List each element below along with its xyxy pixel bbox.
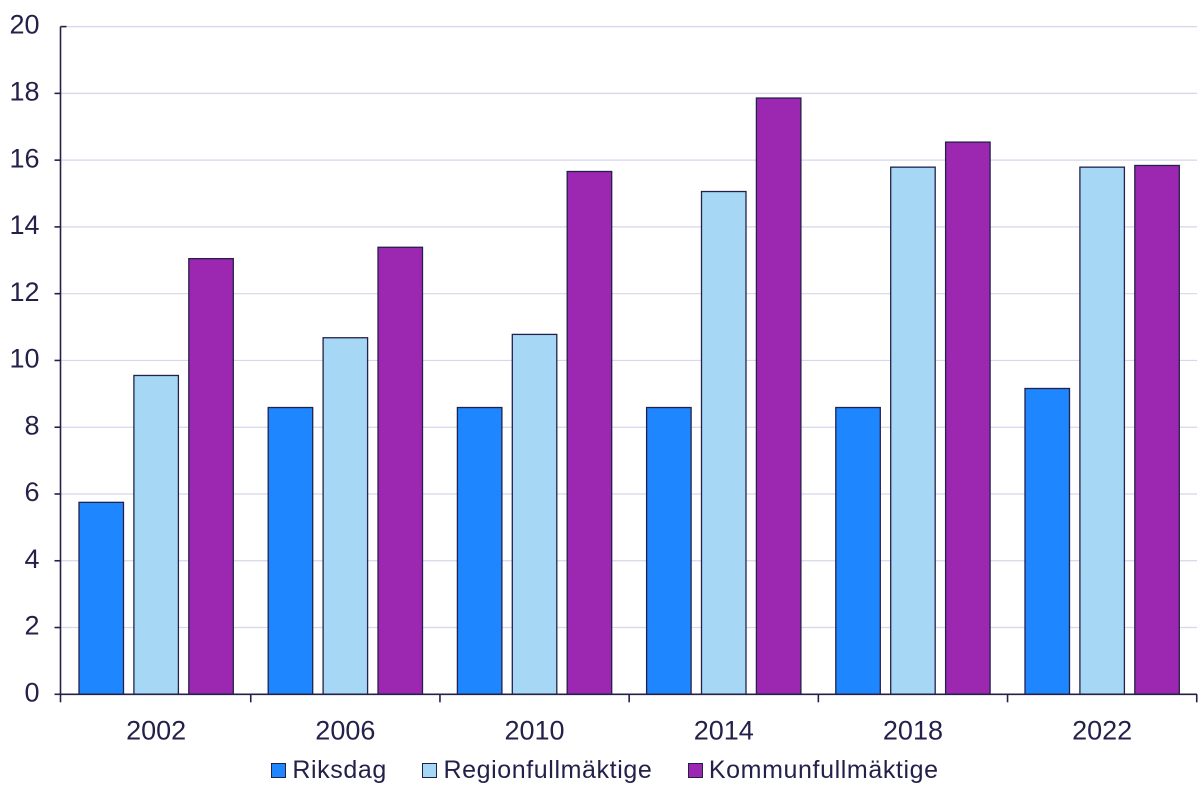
svg-text:18: 18 <box>9 76 39 106</box>
svg-text:20: 20 <box>9 10 39 40</box>
svg-text:2006: 2006 <box>315 715 375 745</box>
svg-text:14: 14 <box>9 210 39 240</box>
svg-text:2022: 2022 <box>1072 715 1132 745</box>
svg-text:16: 16 <box>9 143 39 173</box>
svg-text:10: 10 <box>9 344 39 374</box>
svg-text:6: 6 <box>24 477 39 507</box>
svg-text:2: 2 <box>24 611 39 641</box>
svg-text:2010: 2010 <box>505 715 565 745</box>
svg-text:0: 0 <box>24 677 39 707</box>
svg-text:12: 12 <box>9 277 39 307</box>
svg-text:2014: 2014 <box>694 715 754 745</box>
svg-text:4: 4 <box>24 544 39 574</box>
svg-text:2002: 2002 <box>126 715 186 745</box>
svg-text:2018: 2018 <box>883 715 943 745</box>
svg-text:8: 8 <box>24 410 39 440</box>
